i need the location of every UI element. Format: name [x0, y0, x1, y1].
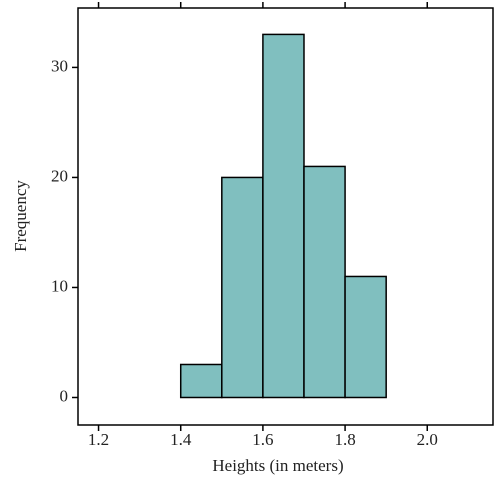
- x-axis-label: Heights (in meters): [212, 456, 343, 475]
- plot-frame: [77, 7, 494, 426]
- bar: [221, 176, 264, 399]
- x-tick-label: 1.4: [170, 430, 192, 449]
- bar: [303, 165, 346, 399]
- x-tick-label: 1.6: [252, 430, 273, 449]
- x-tick-label: 1.8: [334, 430, 355, 449]
- y-tick-label: 30: [51, 56, 68, 75]
- y-tick-label: 0: [60, 386, 69, 405]
- x-tick-label: 2.0: [417, 430, 438, 449]
- x-tick-label: 1.2: [88, 430, 109, 449]
- bar: [179, 363, 223, 399]
- bar: [344, 275, 387, 399]
- y-tick-label: 20: [51, 166, 68, 185]
- y-axis-label: Frequency: [11, 180, 30, 252]
- bar: [262, 33, 305, 399]
- y-tick-label: 10: [51, 276, 68, 295]
